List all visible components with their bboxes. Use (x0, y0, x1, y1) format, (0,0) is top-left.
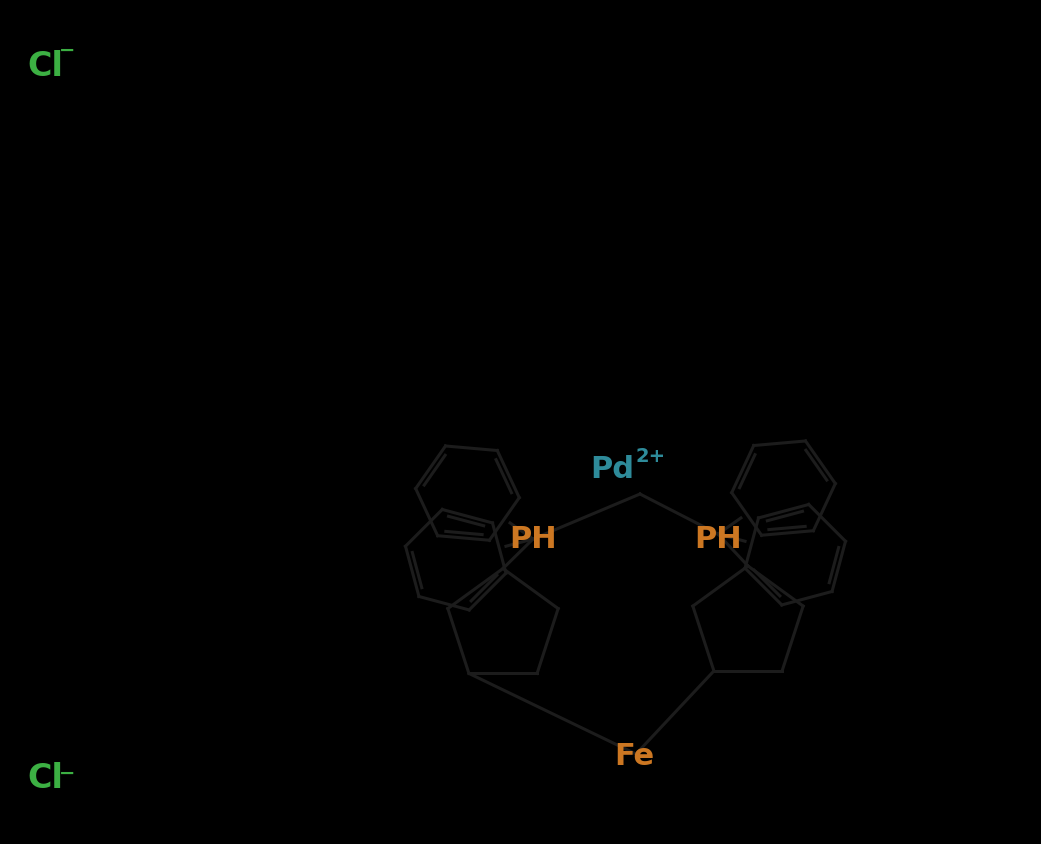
Text: 2+: 2+ (635, 446, 665, 466)
Text: −: − (59, 763, 76, 782)
Text: −: − (59, 41, 76, 59)
Text: Cl: Cl (27, 761, 62, 794)
Text: PH: PH (509, 525, 557, 554)
Text: PH: PH (694, 525, 742, 554)
Text: Cl: Cl (27, 50, 62, 83)
Text: Fe: Fe (614, 742, 654, 771)
Text: Pd: Pd (590, 455, 634, 484)
